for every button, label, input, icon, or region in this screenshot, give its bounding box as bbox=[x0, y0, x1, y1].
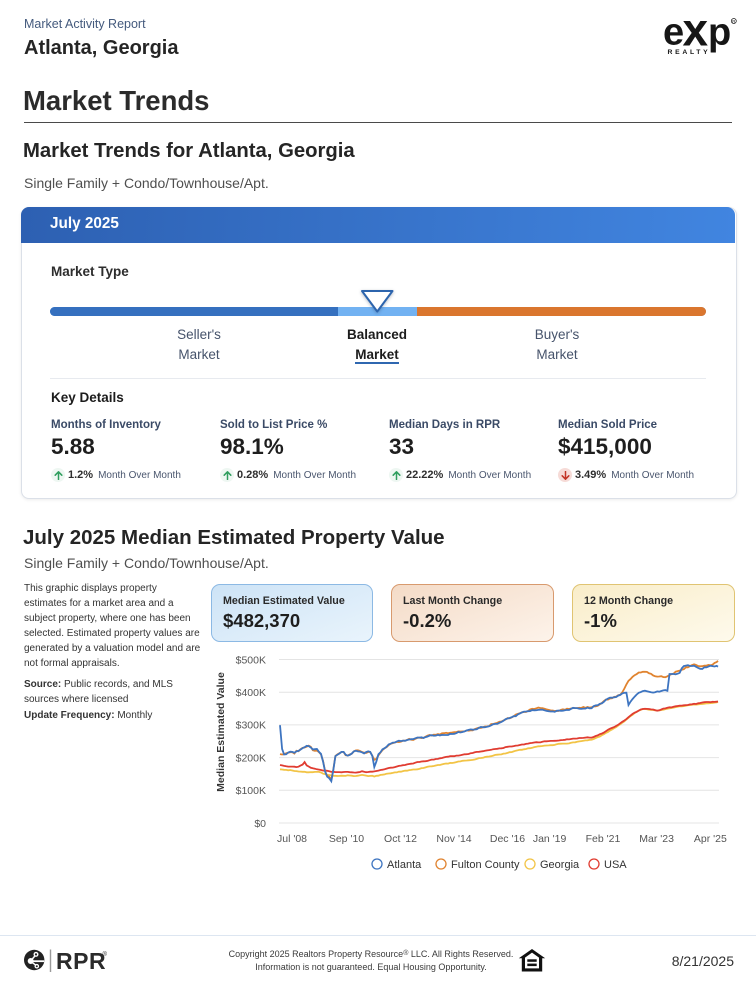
svg-text:®: ® bbox=[103, 951, 108, 958]
svg-text:Mar '23: Mar '23 bbox=[639, 833, 674, 845]
svg-text:$400K: $400K bbox=[236, 687, 266, 699]
svg-text:USA: USA bbox=[604, 859, 627, 871]
svg-text:e: e bbox=[663, 12, 683, 54]
svg-text:$100K: $100K bbox=[236, 785, 266, 797]
svg-text:Fulton County: Fulton County bbox=[451, 859, 520, 871]
svg-text:Dec '16: Dec '16 bbox=[490, 833, 525, 845]
svg-text:RPR: RPR bbox=[56, 949, 106, 973]
svg-text:Nov '14: Nov '14 bbox=[436, 833, 471, 845]
svg-text:Jul '08: Jul '08 bbox=[277, 833, 307, 845]
svg-text:REALTY: REALTY bbox=[668, 49, 711, 56]
svg-text:Oct '12: Oct '12 bbox=[384, 833, 417, 845]
svg-text:$0: $0 bbox=[254, 818, 266, 830]
svg-text:Apr '25: Apr '25 bbox=[694, 833, 727, 845]
svg-text:$500K: $500K bbox=[236, 654, 266, 666]
svg-text:x: x bbox=[683, 12, 709, 56]
svg-text:Feb '21: Feb '21 bbox=[586, 833, 621, 845]
svg-text:Georgia: Georgia bbox=[540, 859, 580, 871]
svg-text:R: R bbox=[732, 19, 735, 24]
svg-text:p: p bbox=[708, 12, 731, 54]
svg-text:$300K: $300K bbox=[236, 720, 266, 732]
svg-text:$200K: $200K bbox=[236, 752, 266, 764]
svg-text:Atlanta: Atlanta bbox=[387, 859, 422, 871]
svg-text:Median Estimated Value: Median Estimated Value bbox=[215, 672, 227, 792]
svg-text:Sep '10: Sep '10 bbox=[329, 833, 364, 845]
svg-text:Jan '19: Jan '19 bbox=[533, 833, 567, 845]
